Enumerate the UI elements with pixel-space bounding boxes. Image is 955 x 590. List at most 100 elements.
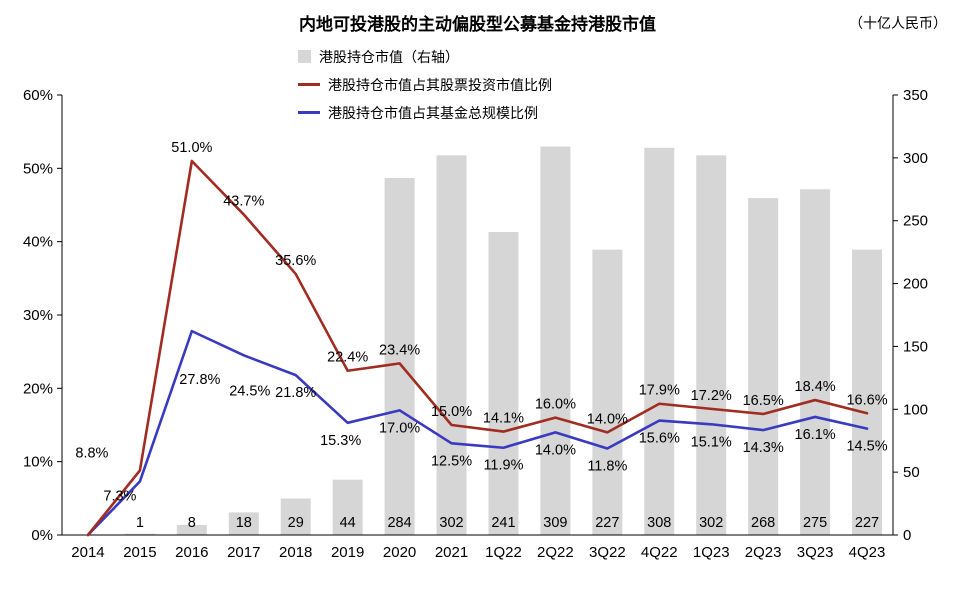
point-label: 15.3% — [320, 433, 361, 449]
point-label: 21.8% — [275, 385, 316, 401]
y-right-tick-label: 350 — [903, 87, 928, 104]
point-label: 8.8% — [75, 445, 108, 461]
y-left-tick-label: 20% — [23, 380, 53, 397]
y-right-tick-label: 0 — [903, 527, 911, 544]
point-label: 51.0% — [171, 140, 212, 156]
y-right-tick-label: 300 — [903, 150, 928, 167]
bar-label: 227 — [595, 515, 619, 531]
bar-3Q23 — [800, 189, 831, 536]
y-right-tick-label: 250 — [903, 213, 928, 230]
point-label: 17.9% — [639, 383, 680, 399]
bar-2015 — [124, 533, 155, 535]
x-tick-label: 2Q22 — [537, 544, 574, 561]
bar-1Q22 — [488, 232, 519, 535]
bar-label: 308 — [647, 515, 671, 531]
legend: 港股持仓市值（右轴） 港股持仓市值占其股票投资市值比例 港股持仓市值占其基金总规… — [298, 46, 552, 123]
bar-2018 — [280, 498, 311, 535]
y-left-tick-label: 10% — [23, 454, 53, 471]
point-label: 12.5% — [431, 453, 472, 469]
blue-line-swatch — [298, 111, 320, 114]
y-right-tick-label: 150 — [903, 338, 928, 355]
x-tick-label: 2Q23 — [745, 544, 782, 561]
ratio-of-stock-investment-line — [86, 159, 869, 537]
bar-label: 227 — [855, 515, 879, 531]
chart-title: 内地可投港股的主动偏股型公募基金持港股市值 — [299, 15, 656, 34]
bar-label: 44 — [340, 515, 356, 531]
point-label: 14.0% — [535, 442, 576, 458]
red-line-swatch — [298, 83, 320, 86]
point-label: 14.3% — [743, 440, 784, 456]
bar-4Q22 — [644, 147, 675, 536]
point-label: 16.0% — [535, 397, 576, 413]
legend-item-blue-line: 港股持仓市值占其基金总规模比例 — [298, 102, 552, 123]
point-label: 16.6% — [846, 392, 887, 408]
point-label: 16.5% — [743, 393, 784, 409]
point-label: 15.1% — [691, 434, 732, 450]
bar-label: 302 — [699, 515, 723, 531]
x-tick-label: 2017 — [227, 544, 260, 561]
point-label: 27.8% — [179, 372, 220, 388]
point-label: 24.5% — [229, 383, 270, 399]
y-left-tick-label: 30% — [23, 307, 53, 324]
bar-label: 309 — [543, 515, 567, 531]
point-label: 35.6% — [275, 253, 316, 269]
point-label: 14.5% — [846, 439, 887, 455]
bar-label: 284 — [387, 515, 411, 531]
x-tick-label: 2016 — [175, 544, 208, 561]
point-label: 15.6% — [639, 431, 680, 447]
bar-label: 18 — [236, 515, 252, 531]
y-right-tick-label: 50 — [903, 464, 920, 481]
x-tick-label: 2014 — [71, 544, 104, 561]
x-tick-label: 1Q23 — [693, 544, 730, 561]
bar-1Q23 — [696, 155, 727, 536]
bar-label: 1 — [136, 515, 144, 531]
ratio-of-total-aum-line — [86, 329, 869, 537]
bar-label: 302 — [439, 515, 463, 531]
bar-4Q23 — [852, 249, 883, 535]
x-tick-label: 2018 — [279, 544, 312, 561]
y-right-tick-label: 200 — [903, 276, 928, 293]
legend-label-red-line: 港股持仓市值占其股票投资市值比例 — [328, 76, 552, 93]
point-label: 14.0% — [587, 411, 628, 427]
axis-unit-label: （十亿人民币） — [849, 15, 947, 31]
x-tick-label: 2021 — [435, 544, 468, 561]
x-tick-label: 4Q22 — [641, 544, 678, 561]
point-label: 23.4% — [379, 342, 420, 358]
y-left-tick-label: 60% — [23, 87, 53, 104]
legend-item-bars: 港股持仓市值（右轴） — [298, 46, 552, 67]
point-label: 43.7% — [223, 194, 264, 210]
bar-label: 268 — [751, 515, 775, 531]
point-label: 11.9% — [483, 458, 523, 474]
bar-2017 — [228, 512, 259, 535]
bar-3Q22 — [592, 249, 623, 535]
bar-2016 — [176, 524, 207, 535]
y-right-tick-label: 100 — [903, 401, 928, 418]
bar-2019 — [332, 479, 363, 535]
legend-item-red-line: 港股持仓市值占其股票投资市值比例 — [298, 74, 552, 95]
x-tick-label: 3Q22 — [589, 544, 626, 561]
x-tick-label: 4Q23 — [849, 544, 886, 561]
y-left-tick-label: 50% — [23, 160, 53, 177]
x-tick-label: 2020 — [383, 544, 416, 561]
point-label: 11.8% — [587, 458, 627, 474]
point-label: 18.4% — [795, 379, 836, 395]
bar-label: 275 — [803, 515, 827, 531]
bar-swatch — [298, 50, 311, 63]
bar-2Q22 — [540, 146, 571, 536]
point-label: 14.1% — [483, 411, 524, 427]
bar-2Q23 — [748, 198, 779, 536]
bar-2020 — [384, 177, 415, 535]
x-tick-label: 2015 — [123, 544, 156, 561]
point-label: 22.4% — [327, 350, 368, 366]
point-label: 16.1% — [795, 427, 836, 443]
legend-label-bars: 港股持仓市值（右轴） — [319, 48, 459, 65]
y-left-tick-label: 40% — [23, 234, 53, 251]
point-label: 7.3% — [103, 488, 136, 504]
x-tick-label: 2019 — [331, 544, 364, 561]
y-left-tick-label: 0% — [31, 527, 53, 544]
point-label: 17.2% — [691, 388, 732, 404]
x-tick-label: 1Q22 — [485, 544, 522, 561]
x-tick-label: 3Q23 — [797, 544, 834, 561]
